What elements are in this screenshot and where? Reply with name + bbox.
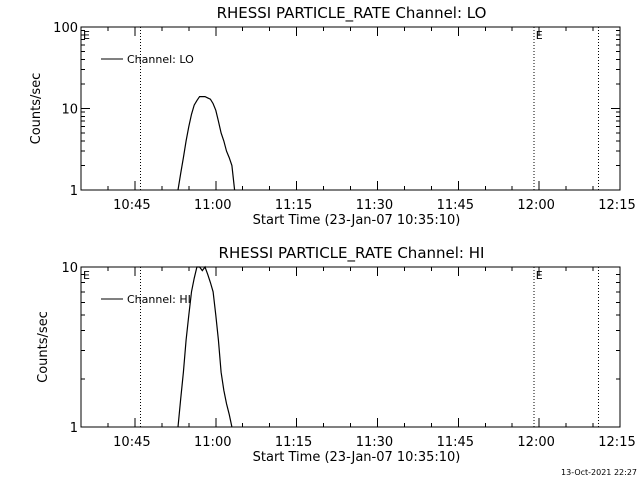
x-tick-label: 11:30 (356, 198, 393, 213)
x-tick-label: 11:45 (437, 435, 474, 450)
series-line (177, 95, 236, 191)
chart-title: RHESSI PARTICLE_RATE Channel: HI (219, 244, 485, 263)
x-tick-label: 12:00 (517, 435, 554, 450)
x-tick-label: 11:45 (437, 198, 474, 213)
x-tick-label: 11:00 (194, 435, 231, 450)
panel-hi: RHESSI PARTICLE_RATE Channel: HI Counts/s… (36, 244, 636, 465)
legend-label: Channel: LO (127, 53, 194, 66)
legend-label: Channel: HI (127, 293, 191, 306)
event-marker-label: E (83, 269, 90, 282)
event-marker-label: E (536, 269, 543, 282)
x-tick-label: 10:45 (113, 198, 150, 213)
y-tick-label: 10 (61, 261, 78, 276)
x-tick-label: 12:15 (598, 198, 635, 213)
x-tick-label: 11:30 (356, 435, 393, 450)
x-tick-label: 11:00 (194, 198, 231, 213)
x-tick-label: 11:15 (275, 435, 312, 450)
y-axis-label: Counts/sec (36, 311, 51, 383)
x-tick-label: 12:15 (598, 435, 635, 450)
y-tick-label: 100 (53, 21, 78, 36)
y-tick-label: 1 (70, 184, 78, 199)
y-tick-label: 1 (70, 421, 78, 436)
y-tick-label: 10 (61, 103, 78, 118)
plot-frame (80, 26, 621, 191)
panel-lo: RHESSI PARTICLE_RATE Channel: LO Counts/s… (29, 4, 636, 228)
chart-title: RHESSI PARTICLE_RATE Channel: LO (217, 4, 487, 23)
x-tick-label: 12:00 (517, 198, 554, 213)
x-tick-label: 10:45 (113, 435, 150, 450)
event-marker-label: E (536, 29, 543, 42)
footer-timestamp: 13-Oct-2021 22:27 (561, 468, 637, 477)
x-axis-label: Start Time (23-Jan-07 10:35:10) (253, 213, 461, 228)
y-axis-label: Counts/sec (29, 73, 44, 145)
plot-frame (80, 266, 621, 428)
series-line (177, 265, 233, 428)
x-axis-label: Start Time (23-Jan-07 10:35:10) (253, 450, 461, 465)
event-marker-label: E (83, 29, 90, 42)
x-tick-label: 11:15 (275, 198, 312, 213)
